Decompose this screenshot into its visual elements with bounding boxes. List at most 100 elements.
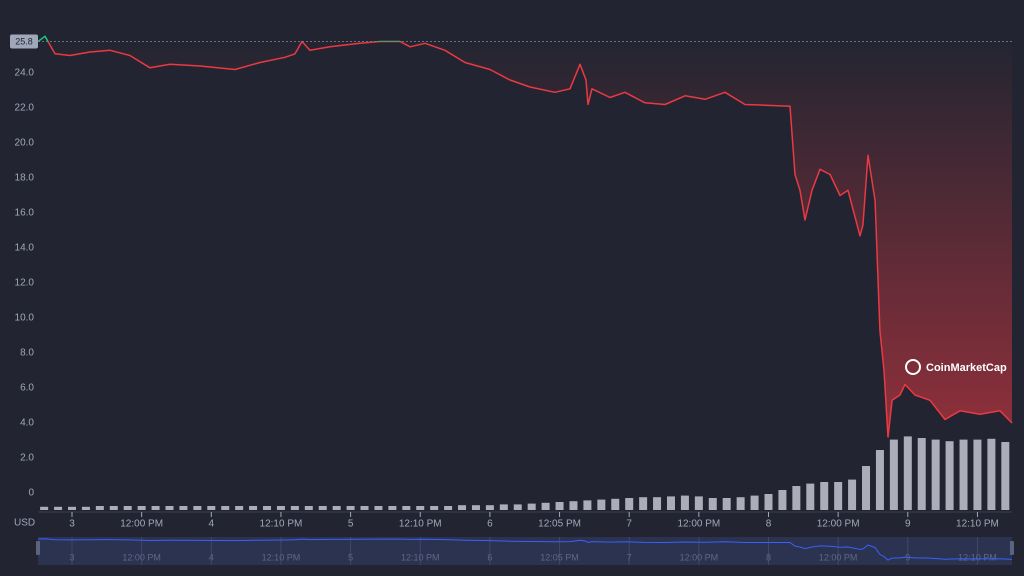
volume-bar (820, 482, 829, 510)
volume-bar (290, 506, 299, 510)
volume-bar (736, 497, 745, 510)
volume-bar (694, 496, 703, 510)
y-tick-label: 12.0 (15, 278, 35, 289)
navigator-line (37, 538, 1013, 561)
volume-bar (304, 506, 313, 510)
volume-bar (123, 506, 132, 510)
reference-label: 25.8 (15, 36, 33, 46)
y-tick-label: 2.0 (20, 453, 34, 464)
price-area (38, 41, 1012, 437)
navigator-tick-label: 12:00 PM (122, 552, 161, 562)
volume-bar (388, 506, 397, 510)
y-tick-label: 10.0 (15, 313, 35, 324)
volume-bar (95, 506, 104, 510)
volume-bar (165, 506, 174, 510)
volume-bar (778, 490, 787, 510)
x-tick-label: 12:05 PM (538, 519, 581, 530)
volume-bar (764, 494, 773, 510)
volume-bar (945, 441, 954, 510)
volume-bar (40, 506, 49, 510)
x-tick-label: 3 (69, 519, 75, 530)
navigator-tick-label: 6 (487, 552, 492, 562)
volume-bar (416, 506, 425, 510)
volume-bar (54, 506, 63, 510)
volume-bar (485, 505, 494, 510)
navigator-tick-label: 8 (766, 552, 771, 562)
volume-bar (625, 498, 634, 510)
volume-bar (666, 496, 675, 510)
navigator-tick-label: 5 (348, 552, 353, 562)
y-tick-label: 24.0 (15, 68, 35, 79)
volume-bar (653, 497, 662, 510)
navigator-tick-label: 7 (627, 552, 632, 562)
y-tick-label: 20.0 (15, 138, 35, 149)
volume-bar (374, 506, 383, 510)
volume-bar (179, 506, 188, 510)
volume-bar (834, 482, 843, 510)
volume-bar (987, 438, 996, 510)
navigator-tick-label: 4 (209, 552, 214, 562)
y-tick-label: 4.0 (20, 418, 34, 429)
x-tick-label: 12:10 PM (260, 519, 303, 530)
volume-bar (903, 436, 912, 510)
volume-bar (318, 506, 327, 510)
volume-bar (792, 486, 801, 510)
volume-bar (332, 506, 341, 510)
volume-bar (360, 506, 369, 510)
volume-bar (722, 498, 731, 510)
volume-bar (527, 503, 536, 510)
volume-bar (931, 439, 940, 510)
y-tick-label: 0 (28, 488, 34, 499)
y-tick-label: 16.0 (15, 208, 35, 219)
volume-bar (862, 466, 871, 510)
navigator-tick-label: 12:10 PM (401, 552, 440, 562)
volume-bar (513, 504, 522, 510)
volume-bar (889, 439, 898, 510)
volume-bar (680, 495, 689, 510)
x-tick-label: 12:10 PM (956, 519, 999, 530)
x-tick-label: 12:00 PM (817, 519, 860, 530)
x-tick-label: 7 (626, 519, 632, 530)
volume-bar (276, 506, 285, 510)
y-tick-label: 6.0 (20, 383, 34, 394)
volume-bar (207, 506, 216, 510)
volume-bar (541, 502, 550, 510)
watermark: CoinMarketCap (905, 359, 1007, 375)
navigator-tick-label: 12:10 PM (262, 552, 301, 562)
y-tick-label: 8.0 (20, 348, 34, 359)
x-tick-label: 12:00 PM (120, 519, 163, 530)
y-tick-label: 18.0 (15, 173, 35, 184)
navigator-tick-label: 12:00 PM (680, 552, 719, 562)
x-tick-label: 12:10 PM (399, 519, 442, 530)
y-tick-label: 14.0 (15, 243, 35, 254)
currency-label: USD (14, 518, 35, 529)
x-tick-label: 6 (487, 519, 493, 530)
navigator-tick-label: 12:05 PM (540, 552, 579, 562)
volume-bar (959, 439, 968, 510)
volume-bar (346, 506, 355, 510)
volume-bar (193, 506, 202, 510)
volume-bar (611, 498, 620, 510)
watermark-logo (905, 359, 921, 375)
volume-bar (67, 506, 76, 510)
x-tick-label: 5 (348, 519, 354, 530)
navigator-tick-label: 12:10 PM (958, 552, 997, 562)
watermark-text: CoinMarketCap (926, 362, 1007, 374)
volume-bar (444, 506, 453, 510)
volume-bar (750, 495, 759, 510)
y-tick-label: 22.0 (15, 103, 35, 114)
navigator-handle (1010, 541, 1014, 555)
volume-bar (555, 502, 564, 510)
volume-bar (458, 505, 467, 510)
volume-bar (402, 506, 411, 510)
volume-bar (917, 438, 926, 510)
reference-label-box (10, 34, 38, 49)
x-tick-label: 8 (766, 519, 772, 530)
volume-bar (151, 506, 160, 510)
volume-bar (806, 483, 815, 510)
x-tick-label: 9 (905, 519, 911, 530)
volume-bar (875, 450, 884, 510)
volume-bar (569, 501, 578, 510)
